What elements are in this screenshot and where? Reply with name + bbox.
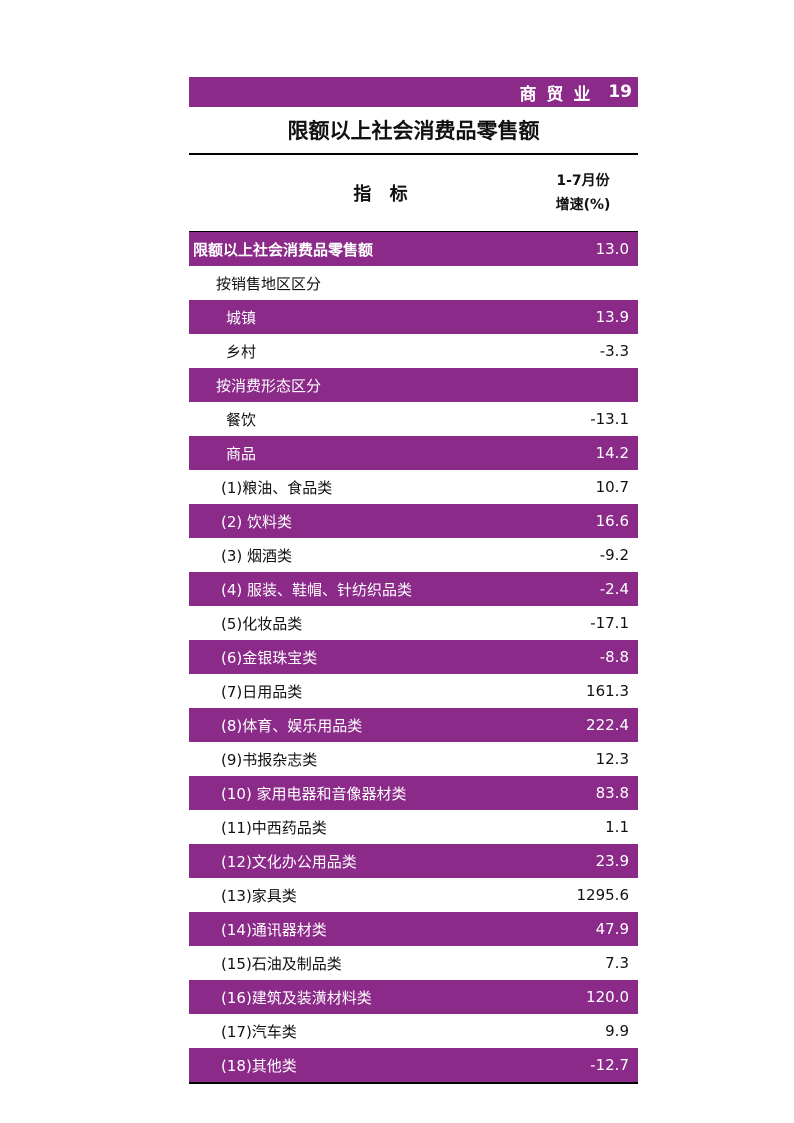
section-header-bar: 商 贸 业 19 [189,77,638,107]
row-label: (3) 烟酒类 [221,546,293,565]
row-label: (1)粮油、食品类 [221,478,333,497]
row-value: -13.1 [590,410,629,428]
row-value: 161.3 [586,682,629,700]
table-row: (14)通讯器材类 47.9 [189,912,638,946]
table-row: (3) 烟酒类 -9.2 [189,538,638,572]
row-value: -9.2 [599,546,629,564]
table-header: 指 标 1-7月份 增速(%) [189,155,638,232]
table-row: (10) 家用电器和音像器材类 83.8 [189,776,638,810]
table-row: (13)家具类 1295.6 [189,878,638,912]
unit-label: 增速(%) [555,197,611,213]
row-label: (6)金银珠宝类 [221,648,318,667]
table-row: (16)建筑及装潢材料类 120.0 [189,980,638,1014]
row-value: 83.8 [595,784,629,802]
statistics-page: 商 贸 业 19 限额以上社会消费品零售额 指 标 1-7月份 增速(%) 限额… [189,77,638,1084]
row-value: 16.6 [595,512,629,530]
row-label: (16)建筑及装潢材料类 [221,988,372,1007]
row-label: (14)通讯器材类 [221,920,327,939]
page-title: 限额以上社会消费品零售额 [189,107,638,155]
table-row: (1)粮油、食品类 10.7 [189,470,638,504]
row-label: (7)日用品类 [221,682,303,701]
table-bottom-rule [189,1082,638,1084]
row-label: 商品 [226,444,257,463]
row-label: (4) 服装、鞋帽、针纺织品类 [221,580,413,599]
table-row: (18)其他类 -12.7 [189,1048,638,1082]
row-label: (18)其他类 [221,1056,297,1075]
row-value: 9.9 [605,1022,629,1040]
row-label: (13)家具类 [221,886,297,905]
row-label: (17)汽车类 [221,1022,297,1041]
row-value: 7.3 [605,954,629,972]
row-value: 1295.6 [576,886,630,904]
row-value: 10.7 [595,478,629,496]
row-label: 餐饮 [226,410,257,429]
row-label: (8)体育、娱乐用品类 [221,716,363,735]
row-value: 13.0 [595,240,629,258]
row-value: 14.2 [595,444,629,462]
row-label: (10) 家用电器和音像器材类 [221,784,407,803]
table-row: 城镇 13.9 [189,300,638,334]
row-label: (2) 饮料类 [221,512,293,531]
table-row: (12)文化办公用品类 23.9 [189,844,638,878]
row-label: (15)石油及制品类 [221,954,342,973]
table-row: (4) 服装、鞋帽、针纺织品类 -2.4 [189,572,638,606]
row-label: 限额以上社会消费品零售额 [193,240,374,259]
table-row: 乡村 -3.3 [189,334,638,368]
row-value: 1.1 [605,818,629,836]
section-name: 商 贸 业 [519,84,593,105]
row-value: 47.9 [595,920,629,938]
period-column-header: 1-7月份 增速(%) [528,169,638,217]
row-value: -8.8 [599,648,629,666]
period-label: 1-7月份 [556,173,610,189]
row-label: (12)文化办公用品类 [221,852,357,871]
row-label: (11)中西药品类 [221,818,327,837]
row-label: 按消费形态区分 [216,376,322,395]
row-label: (9)书报杂志类 [221,750,318,769]
table-row: (5)化妆品类 -17.1 [189,606,638,640]
table-row: (6)金银珠宝类 -8.8 [189,640,638,674]
table-row: 限额以上社会消费品零售额 13.0 [189,232,638,266]
row-value: -17.1 [590,614,629,632]
row-label: 按销售地区区分 [216,274,322,293]
table-row: (8)体育、娱乐用品类 222.4 [189,708,638,742]
table-row: 餐饮 -13.1 [189,402,638,436]
row-value: 12.3 [595,750,629,768]
row-value: -2.4 [599,580,629,598]
table-row: (7)日用品类 161.3 [189,674,638,708]
page-number: 19 [608,82,632,102]
indicator-column-header: 指 标 [353,184,414,205]
row-value: 23.9 [595,852,629,870]
table-row: (9)书报杂志类 12.3 [189,742,638,776]
row-value: -12.7 [590,1056,629,1074]
row-label: (5)化妆品类 [221,614,303,633]
row-value: -3.3 [599,342,629,360]
row-value: 13.9 [595,308,629,326]
row-label: 乡村 [226,342,257,361]
row-value: 222.4 [586,716,629,734]
table-row: 商品 14.2 [189,436,638,470]
table-row: (17)汽车类 9.9 [189,1014,638,1048]
row-label: 城镇 [226,308,257,327]
table-row: (15)石油及制品类 7.3 [189,946,638,980]
table-row: 按销售地区区分 [189,266,638,300]
table-row: (2) 饮料类 16.6 [189,504,638,538]
row-value: 120.0 [586,988,629,1006]
table-row: 按消费形态区分 [189,368,638,402]
table-row: (11)中西药品类 1.1 [189,810,638,844]
